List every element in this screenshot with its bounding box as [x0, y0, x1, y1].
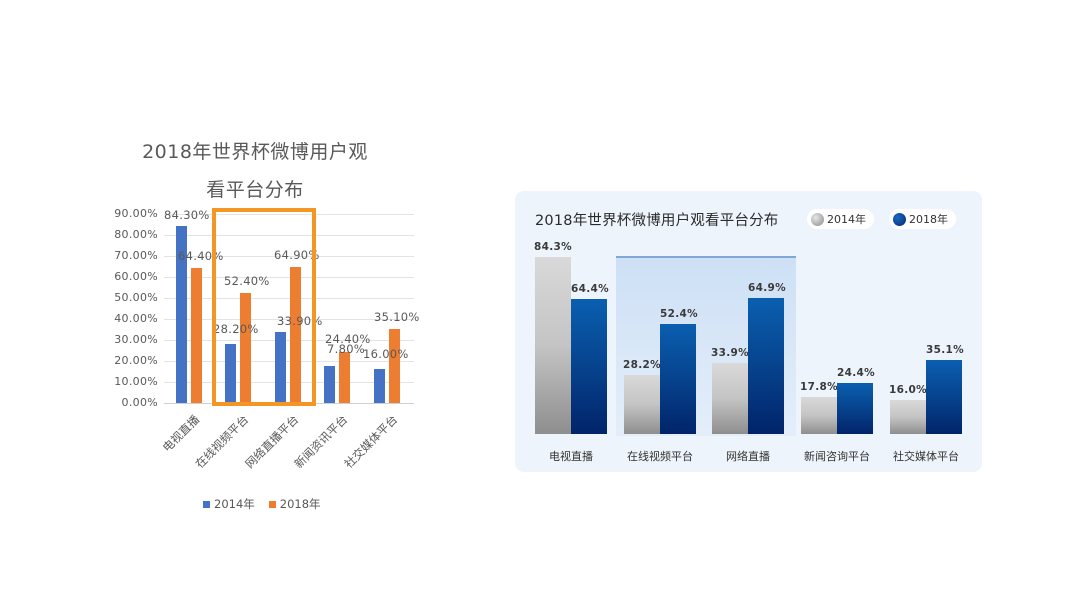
data-label-2018: 52.4% [660, 307, 698, 320]
bar-2014-4 [890, 400, 926, 434]
legend-label-2018: 2018年 [909, 213, 948, 226]
data-label-2014: 16.00% [363, 347, 409, 361]
gridline [164, 214, 414, 215]
bar-2018-2 [748, 297, 784, 434]
y-tick-label: 80.00% [114, 228, 158, 241]
category-label: 网络直播 [726, 450, 770, 463]
data-label-2018: 52.40% [224, 274, 270, 288]
category-label: 电视直播 [159, 412, 202, 455]
y-tick-label: 50.00% [114, 291, 158, 304]
bar-2014-0 [175, 225, 187, 403]
gridline [164, 340, 414, 341]
data-label-2018: 35.1% [926, 344, 964, 357]
legend-item-2018: 2018年 [268, 496, 321, 512]
gridline [164, 319, 414, 320]
legend-item-2014: 2014年 [203, 496, 255, 512]
bar-2018-1 [660, 323, 696, 434]
gridline [164, 235, 414, 236]
legend-swatch-2014 [203, 500, 210, 508]
gridline [164, 298, 414, 299]
legend-item-2018: 2018年 [889, 209, 956, 229]
legend-label-2018: 2018年 [279, 497, 321, 511]
y-tick-label: 20.00% [114, 354, 158, 367]
data-label-2018: 64.90% [274, 248, 320, 262]
bar-2018-0 [571, 298, 607, 434]
data-label-2014: 28.20% [213, 322, 259, 336]
legend-label-2014: 2014年 [827, 213, 866, 226]
y-tick-label: 90.00% [114, 207, 158, 220]
data-label-2018: 24.4% [837, 366, 875, 379]
data-label-2014: 28.2% [623, 358, 661, 371]
category-label: 社交媒体平台 [893, 450, 959, 463]
bar-2018-0 [190, 267, 202, 403]
y-tick-label: 40.00% [114, 312, 158, 325]
bar-2014-3 [324, 365, 336, 403]
bar-2014-1 [225, 343, 237, 403]
left-chart: 2018年世界杯微博用户观 看平台分布 90.00% 80.00% 70.00% 60… [100, 125, 430, 525]
bar-2014-3 [801, 396, 837, 434]
highlight-box [212, 208, 316, 406]
gridline [164, 361, 414, 362]
data-label-2014: 84.30% [164, 208, 210, 222]
bar-2018-1 [240, 292, 252, 403]
y-tick-label: 60.00% [114, 270, 158, 283]
gridline [164, 256, 414, 257]
bar-2018-2 [289, 266, 301, 403]
data-label-2014: 17.8% [800, 380, 838, 393]
bar-2014-2 [274, 331, 286, 403]
data-label-2014: 16.0% [889, 384, 927, 397]
legend-swatch-2018 [268, 500, 276, 508]
legend-dot-2018 [893, 212, 906, 226]
left-chart-legend: 2014年 2018年 [203, 496, 321, 512]
title-line-1: 2018年世界杯微博用户观 [142, 141, 368, 163]
legend-label-2014: 2014年 [214, 497, 255, 511]
y-tick-label: 70.00% [114, 249, 158, 262]
data-label-2014: 33.9% [711, 346, 749, 359]
category-label: 电视直播 [549, 450, 593, 463]
data-label-2018: 24.40% [325, 332, 371, 346]
y-tick-label: 10.00% [114, 375, 158, 388]
legend-dot-2014 [811, 212, 824, 226]
data-label-2018: 64.9% [748, 281, 786, 294]
gridline [164, 382, 414, 383]
bar-2014-0 [535, 257, 571, 434]
data-label-2014: 33.90% [277, 314, 323, 328]
legend-item-2014: 2014年 [807, 209, 874, 229]
bar-2018-3 [339, 351, 351, 403]
y-tick-label: 30.00% [114, 333, 158, 346]
category-label: 在线视频平台 [627, 450, 693, 463]
y-tick-label: 0.00% [121, 396, 158, 409]
title-line-2: 看平台分布 [206, 179, 304, 201]
bar-2018-4 [926, 360, 962, 434]
bar-2014-1 [624, 374, 660, 434]
bar-2014-2 [712, 362, 748, 434]
data-label-2014: 7.80% [327, 342, 366, 356]
left-chart-plot-area: 90.00% 80.00% 70.00% 60.00% 50.00% 40.00% 30.0… [100, 125, 430, 525]
right-chart-card: 2018年世界杯微博用户观看平台分布 2014年 2018年 84.3% 64.4… [515, 191, 982, 472]
category-label: 新闻咨询平台 [804, 450, 870, 463]
bar-2018-3 [837, 382, 873, 434]
bar-2014-4 [373, 369, 385, 403]
data-label-2018: 64.4% [571, 282, 609, 295]
left-chart-title: 2018年世界杯微博用户观 看平台分布 [100, 133, 410, 209]
data-label-2018: 35.10% [374, 310, 420, 324]
data-label-2014: 84.3% [534, 241, 572, 253]
gridline [164, 277, 414, 278]
bar-2018-4 [388, 329, 400, 403]
right-chart-title: 2018年世界杯微博用户观看平台分布 [535, 213, 779, 229]
